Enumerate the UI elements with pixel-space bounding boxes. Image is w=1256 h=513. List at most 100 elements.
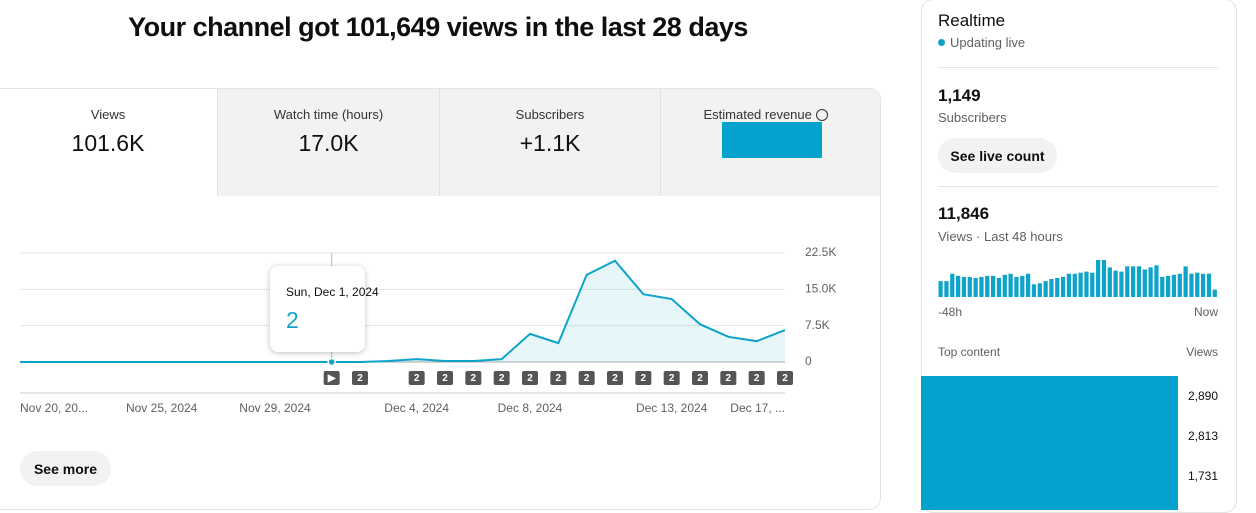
bar [1189, 273, 1194, 297]
bar [1142, 269, 1147, 297]
bar [1113, 270, 1118, 297]
x-tick-label: Dec 17, ... [730, 401, 785, 415]
bar [1166, 275, 1171, 297]
bar [961, 276, 967, 297]
realtime-title: Realtime [938, 11, 1006, 30]
bar [967, 276, 972, 297]
hidden-top-content [921, 376, 1178, 510]
top-views: 2,813 [1187, 429, 1218, 443]
bar [985, 275, 990, 297]
bar [1008, 273, 1013, 297]
divider [938, 67, 1218, 68]
event-marker-label: 2 [471, 373, 477, 384]
metric-value: +1.1K [519, 130, 581, 156]
bar [1096, 260, 1101, 297]
bar [1107, 267, 1112, 297]
y-tick-label: 15.0K [805, 282, 836, 296]
event-marker [748, 371, 765, 385]
bar [1049, 279, 1054, 297]
x-tick-label: Dec 13, 2024 [636, 401, 708, 415]
bar [1066, 273, 1072, 297]
event-marker [465, 371, 482, 385]
event-marker-label: 2 [726, 373, 732, 384]
bar [1195, 272, 1200, 297]
bar [1201, 273, 1206, 297]
see-more-button[interactable]: See more [20, 451, 111, 486]
metric-label: Views [90, 107, 126, 122]
bar [1119, 271, 1124, 297]
event-marker-label: 2 [499, 373, 505, 384]
metric-label: Subscribers [515, 107, 585, 122]
event-marker [437, 371, 453, 385]
live-dot [938, 39, 945, 46]
metric-tab[interactable]: Views 101.6K [0, 89, 216, 196]
bar [1131, 266, 1136, 297]
event-marker [720, 371, 737, 385]
event-marker-label: 2 [584, 373, 590, 384]
bar [979, 276, 984, 297]
y-tick-label: 22.5K [805, 245, 836, 259]
event-marker-label: 2 [697, 373, 703, 384]
bar [1136, 266, 1142, 297]
bar [956, 275, 961, 297]
bar [1043, 281, 1048, 297]
event-marker [692, 371, 708, 385]
bar [1154, 265, 1159, 297]
event-marker-label: 2 [669, 373, 675, 384]
top-content-header: Top content [938, 345, 1001, 359]
bar [1160, 276, 1165, 297]
bar [1084, 271, 1089, 297]
bar [1037, 283, 1042, 297]
event-marker-label: 2 [527, 373, 533, 384]
bar [1148, 267, 1153, 297]
page-title: Your channel got 101,649 views in the la… [128, 12, 748, 42]
event-marker-label: ▶ [327, 373, 337, 384]
bar [1020, 275, 1025, 297]
event-marker [550, 371, 567, 385]
metric-value: 101.6K [71, 130, 145, 156]
event-marker [408, 371, 425, 385]
metric-label: Estimated revenue [651, 107, 880, 122]
event-marker-label: 2 [641, 373, 647, 384]
bar [1212, 289, 1217, 297]
metric-label: Watch time (hours) [273, 107, 384, 122]
bar [1072, 273, 1077, 297]
event-marker-label: 2 [612, 373, 618, 384]
bar [1055, 277, 1060, 297]
bar [1061, 276, 1066, 297]
bar [1014, 276, 1019, 297]
subscriber-label: Subscribers [938, 110, 1007, 125]
x-tick-label: Now [1194, 305, 1218, 319]
bar [1206, 273, 1212, 297]
live-count-button[interactable]: See live count [938, 138, 1057, 173]
subscriber-count: 1,149 [938, 86, 981, 105]
tooltip-value: 2 [286, 307, 299, 333]
bar [996, 277, 1002, 297]
top-views: 1,731 [1187, 469, 1218, 483]
bar [1026, 273, 1031, 297]
bar [1002, 274, 1007, 297]
hover-point [327, 357, 336, 367]
views-header: Views [1186, 345, 1218, 359]
x-tick-label: Nov 20, 20... [20, 401, 88, 415]
x-tick-label: -48h [938, 305, 962, 319]
event-marker [522, 371, 538, 385]
line [20, 259, 786, 364]
event-marker-label: 2 [442, 373, 448, 384]
clock-icon[interactable] [815, 109, 828, 121]
metric-tab[interactable]: Watch time (hours) 17.0K [217, 89, 439, 196]
tooltip: Sun, Dec 1, 2024 2 [270, 266, 379, 352]
x-tick-label: Nov 29, 2024 [239, 401, 311, 415]
event-marker [607, 371, 623, 385]
views-label: Views · Last 48 hours [938, 229, 1063, 244]
metric-tab[interactable]: Subscribers +1.1K [439, 89, 660, 196]
bar [1171, 274, 1177, 297]
bar [1125, 266, 1130, 297]
y-tick-label: 7.5K [805, 318, 830, 332]
event-marker-label: 2 [782, 373, 788, 384]
x-tick-label: Dec 4, 2024 [384, 401, 449, 415]
x-tick-label: Nov 25, 2024 [126, 401, 198, 415]
live-status: Updating live [950, 35, 1026, 50]
